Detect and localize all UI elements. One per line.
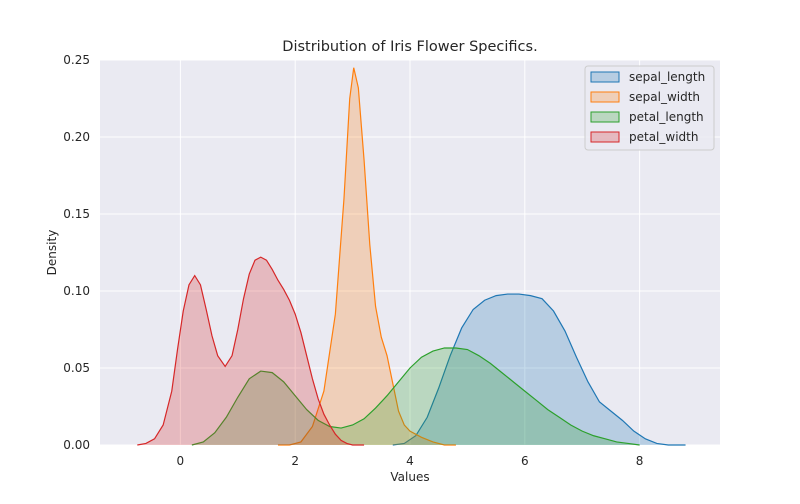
x-tick-label: 0 xyxy=(177,454,185,468)
y-tick-label: 0.05 xyxy=(63,361,90,375)
series-area-sepal-length xyxy=(392,294,686,445)
y-tick-label: 0.10 xyxy=(63,284,90,298)
y-tick-label: 0.25 xyxy=(63,53,90,67)
x-tick-label: 6 xyxy=(521,454,529,468)
legend-frame xyxy=(584,65,715,151)
legend-swatch-petal-width xyxy=(590,131,620,143)
series-area-petal-width xyxy=(137,257,365,445)
series-area-sepal-width xyxy=(277,67,456,445)
y-tick-label: 0.20 xyxy=(63,130,90,144)
x-axis-label: Values xyxy=(390,470,429,484)
y-axis-label: Density xyxy=(45,230,59,276)
x-tick-labels: 0 2 4 6 8 xyxy=(177,454,644,468)
y-tick-labels: 0.00 0.05 0.10 0.15 0.20 0.25 xyxy=(63,53,90,452)
series-line-petal-length xyxy=(191,347,640,446)
series-layer xyxy=(137,67,686,446)
x-tick-label: 4 xyxy=(406,454,414,468)
legend-label-sepal-width: sepal_width xyxy=(629,90,700,104)
legend-label-petal-width: petal_width xyxy=(629,130,698,144)
legend-swatch-sepal-length xyxy=(590,71,620,83)
legend-swatch-sepal-width xyxy=(590,91,620,103)
x-tick-label: 2 xyxy=(291,454,299,468)
chart-title: Distribution of Iris Flower Specifics. xyxy=(282,39,537,55)
y-tick-label: 0.00 xyxy=(63,438,90,452)
series-area-petal-length xyxy=(191,347,640,445)
series-line-petal-width xyxy=(137,256,365,446)
legend: sepal_length sepal_width petal_lengthpetal… xyxy=(584,65,715,151)
legend-label-petal-length: petal_length xyxy=(629,110,704,124)
y-tick-label: 0.15 xyxy=(63,207,90,221)
legend-swatch-petal-length xyxy=(590,111,620,123)
legend-label-sepal-length: sepal_length xyxy=(629,70,705,84)
series-line-sepal-length xyxy=(392,293,686,446)
x-tick-label: 8 xyxy=(636,454,644,468)
